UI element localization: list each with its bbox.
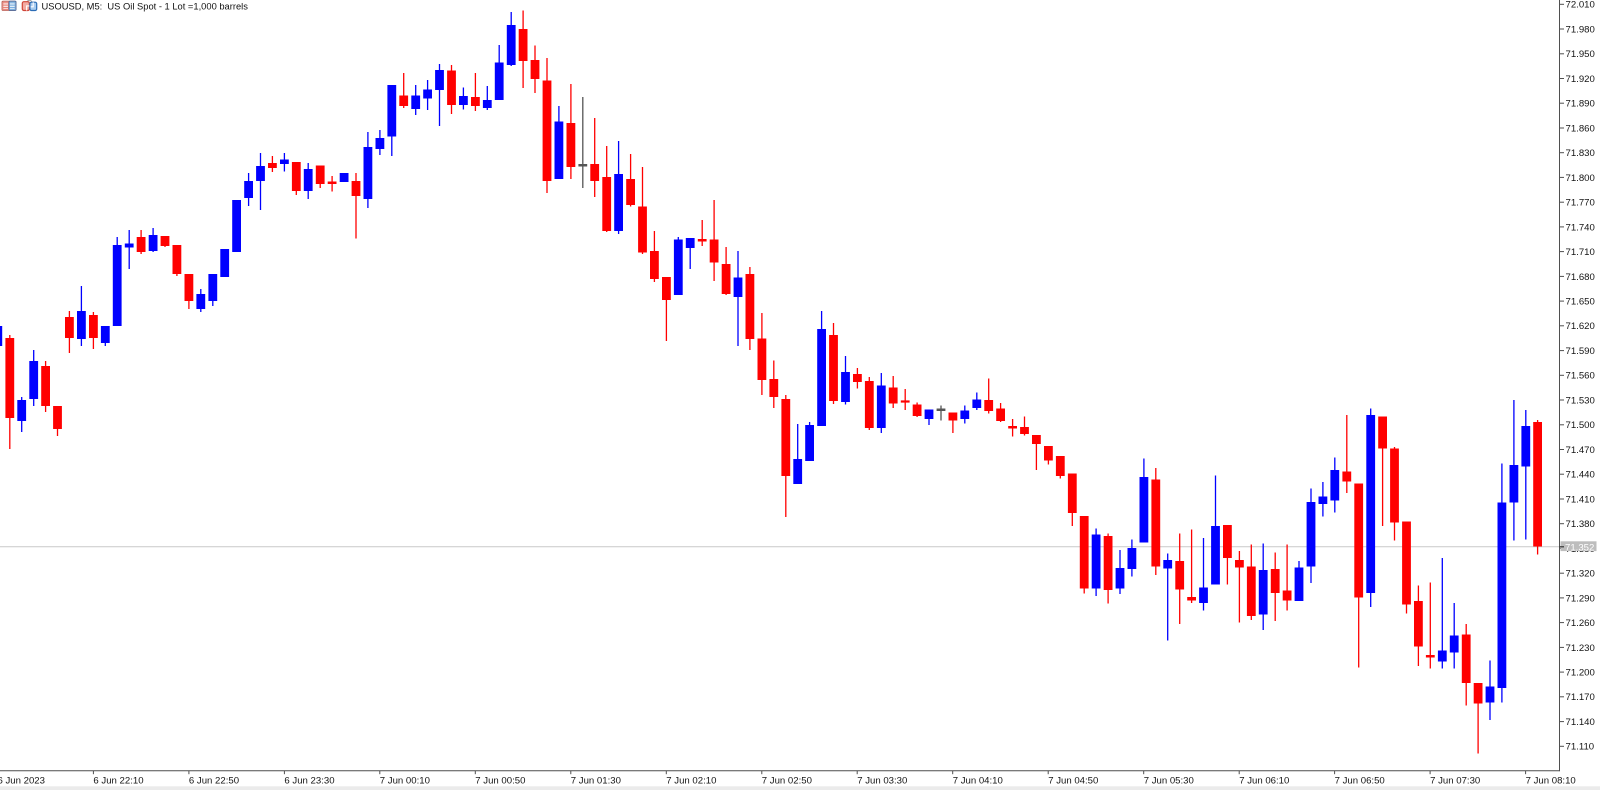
- svg-text:7 Jun 02:10: 7 Jun 02:10: [666, 775, 716, 786]
- svg-text:71.500: 71.500: [1566, 420, 1595, 431]
- svg-text:71.770: 71.770: [1566, 198, 1595, 209]
- svg-text:71.860: 71.860: [1566, 123, 1595, 134]
- svg-text:6 Jun 22:50: 6 Jun 22:50: [189, 775, 239, 786]
- svg-text:71.740: 71.740: [1566, 222, 1595, 233]
- svg-text:72.010: 72.010: [1566, 0, 1595, 11]
- svg-text:71.680: 71.680: [1566, 272, 1595, 283]
- svg-text:71.290: 71.290: [1566, 593, 1595, 604]
- svg-text:71.470: 71.470: [1566, 445, 1595, 456]
- svg-text:71.530: 71.530: [1566, 395, 1595, 406]
- svg-text:71.920: 71.920: [1566, 74, 1595, 85]
- svg-text:71.170: 71.170: [1566, 692, 1595, 703]
- svg-text:71.560: 71.560: [1566, 371, 1595, 382]
- svg-text:71.890: 71.890: [1566, 99, 1595, 110]
- svg-text:7 Jun 06:50: 7 Jun 06:50: [1335, 775, 1385, 786]
- svg-text:71.320: 71.320: [1566, 569, 1595, 580]
- svg-text:71.440: 71.440: [1566, 470, 1595, 481]
- svg-text:71.620: 71.620: [1566, 321, 1595, 332]
- svg-text:7 Jun 06:10: 7 Jun 06:10: [1239, 775, 1289, 786]
- svg-text:71.650: 71.650: [1566, 297, 1595, 308]
- svg-text:7 Jun 01:30: 7 Jun 01:30: [571, 775, 621, 786]
- svg-text:6 Jun 2023: 6 Jun 2023: [0, 775, 45, 786]
- svg-text:6 Jun 23:30: 6 Jun 23:30: [284, 775, 334, 786]
- svg-text:71.950: 71.950: [1566, 49, 1595, 60]
- svg-text:71.410: 71.410: [1566, 494, 1595, 505]
- svg-text:71.260: 71.260: [1566, 618, 1595, 629]
- svg-text:7 Jun 02:50: 7 Jun 02:50: [762, 775, 812, 786]
- svg-text:71.110: 71.110: [1566, 742, 1595, 753]
- svg-text:7 Jun 07:30: 7 Jun 07:30: [1430, 775, 1480, 786]
- svg-text:71.230: 71.230: [1566, 643, 1595, 654]
- svg-text:7 Jun 05:30: 7 Jun 05:30: [1144, 775, 1194, 786]
- svg-text:71.380: 71.380: [1566, 519, 1595, 530]
- svg-text:7 Jun 03:30: 7 Jun 03:30: [857, 775, 907, 786]
- svg-text:7 Jun 00:10: 7 Jun 00:10: [380, 775, 430, 786]
- svg-text:USOUSD, M5: US Oil Spot - 1 L: USOUSD, M5: US Oil Spot - 1 Lot =1,000 b…: [42, 1, 249, 11]
- svg-text:71.980: 71.980: [1566, 24, 1595, 35]
- svg-text:71.200: 71.200: [1566, 668, 1595, 679]
- svg-text:7 Jun 04:10: 7 Jun 04:10: [953, 775, 1003, 786]
- svg-text:7 Jun 08:10: 7 Jun 08:10: [1526, 775, 1576, 786]
- svg-text:71.590: 71.590: [1566, 346, 1595, 357]
- svg-text:71.800: 71.800: [1566, 173, 1595, 184]
- svg-text:7 Jun 04:50: 7 Jun 04:50: [1048, 775, 1098, 786]
- svg-text:71.140: 71.140: [1566, 717, 1595, 728]
- svg-text:7 Jun 00:50: 7 Jun 00:50: [475, 775, 525, 786]
- svg-text:6 Jun 22:10: 6 Jun 22:10: [93, 775, 143, 786]
- svg-text:71.352: 71.352: [1565, 542, 1594, 553]
- svg-text:71.710: 71.710: [1566, 247, 1595, 258]
- svg-text:71.830: 71.830: [1566, 148, 1595, 159]
